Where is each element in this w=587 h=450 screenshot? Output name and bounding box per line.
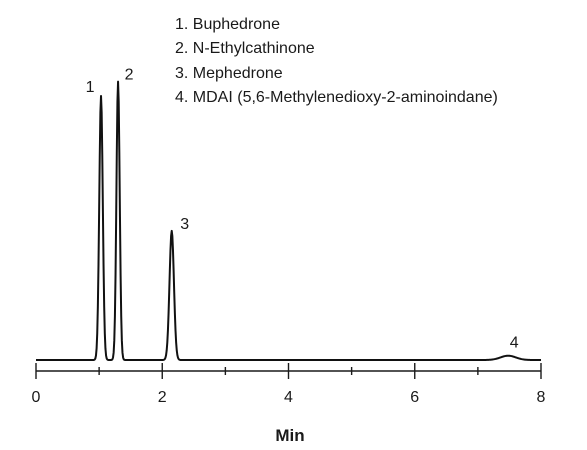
legend-item-4: 4. MDAI (5,6-Methylenedioxy-2-aminoindan… [175,89,498,106]
x-tick-label-0: 0 [32,389,41,406]
x-tick-label-8: 8 [537,389,546,406]
peak-label-group: 1 2 3 4 [86,67,519,352]
x-tick-label-4: 4 [284,389,293,406]
x-tick-label-6: 6 [410,389,419,406]
legend: 1. Buphedrone 2. N-Ethylcathinone 3. Mep… [175,16,498,106]
peak-label-1: 1 [86,79,95,96]
peak-label-3: 3 [180,216,189,233]
trace-group [35,80,542,361]
x-axis: 0 2 4 6 8 [32,363,546,406]
peak-label-2: 2 [125,67,134,84]
legend-item-3: 3. Mephedrone [175,65,283,82]
peak-label-4: 4 [510,335,519,352]
legend-item-2: 2. N-Ethylcathinone [175,40,315,57]
x-axis-title: Min [275,426,304,445]
chromatogram-trace [35,80,542,361]
legend-item-1: 1. Buphedrone [175,16,280,33]
x-tick-label-2: 2 [158,389,167,406]
